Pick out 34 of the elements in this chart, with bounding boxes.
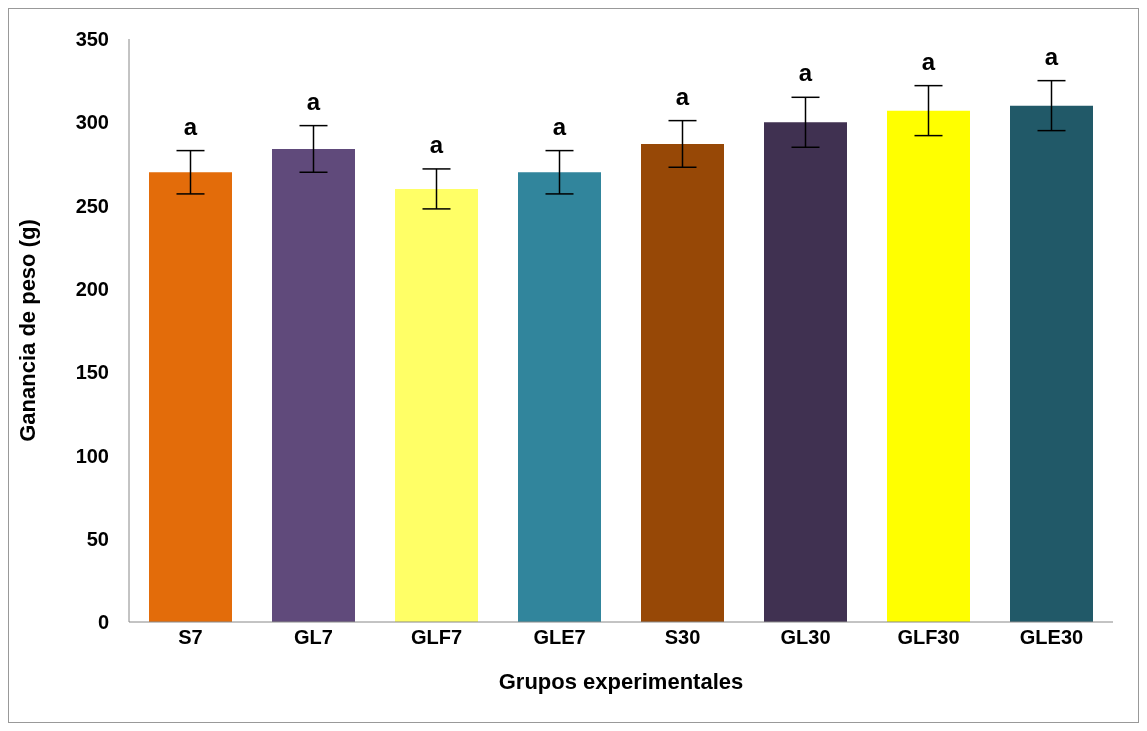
y-tick-label: 0 [97,611,109,634]
y-tick-label: 350 [75,28,109,51]
bar [1010,105,1093,622]
bar [641,143,724,622]
bar [518,172,601,622]
x-tick-label: S30 [664,626,701,649]
y-tick-label: 300 [75,111,109,134]
y-tick-label: 50 [86,527,109,550]
x-tick-label: GL7 [294,626,333,649]
annotation: a [921,47,936,75]
annotation: a [306,87,321,115]
annotation: a [429,130,444,158]
annotation: a [552,112,567,140]
bar [272,148,355,622]
bar [764,122,847,622]
bar [887,110,970,622]
y-tick-label: 200 [75,277,109,300]
annotation: a [1044,42,1059,70]
bar [149,172,232,622]
annotation: a [183,112,198,140]
annotation: a [675,82,690,110]
y-axis-title: Ganancia de peso (g) [14,219,40,442]
x-tick-label: GLF7 [410,626,463,649]
x-axis-title: Grupos experimentales [498,669,744,694]
annotation: a [798,59,813,87]
x-tick-label: GLE7 [533,626,586,649]
y-tick-label: 150 [75,361,109,384]
x-tick-label: S7 [178,626,203,649]
x-tick-label: GLF30 [897,626,960,649]
y-tick-label: 250 [75,194,109,217]
y-tick-label: 100 [75,444,109,467]
bar [395,188,478,622]
x-tick-label: GLE30 [1019,626,1084,649]
x-tick-label: GL30 [780,626,831,649]
